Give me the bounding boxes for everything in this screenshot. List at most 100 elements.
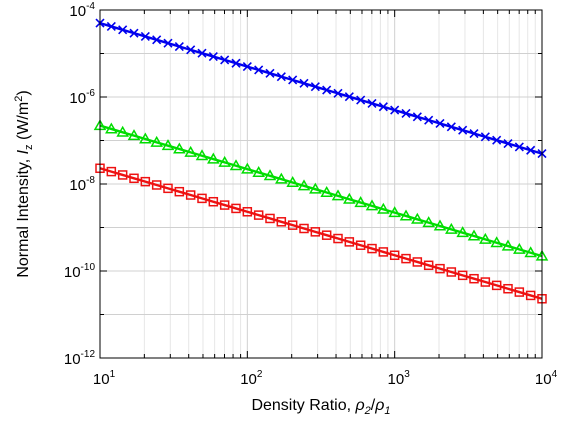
square-marker (480, 277, 491, 287)
square-marker (129, 173, 139, 184)
triangle-marker (388, 206, 401, 218)
triangle-marker (116, 125, 129, 137)
y-tick-labels: 10-12 10-10 10-8 10-6 10-4 (64, 1, 96, 368)
x-axis-label: Density Ratio, ρ2/ρ1 (251, 397, 390, 417)
x-marker (424, 115, 434, 125)
series-3 (95, 163, 547, 304)
x-marker (344, 92, 354, 102)
triangle-marker (445, 222, 458, 234)
x-marker (106, 21, 116, 32)
x-marker (220, 55, 230, 65)
triangle-marker (184, 145, 197, 157)
square-marker (389, 250, 400, 261)
x-marker (356, 95, 366, 105)
x-marker (163, 38, 173, 48)
square-marker (412, 257, 423, 267)
x-marker (288, 75, 298, 85)
square-marker (106, 166, 117, 177)
triangle-marker (309, 182, 322, 194)
triangle-marker (399, 209, 413, 221)
square-marker (503, 283, 513, 294)
triangle-marker (127, 129, 141, 141)
square-marker (378, 247, 389, 257)
x-marker (322, 85, 332, 95)
triangle-marker (411, 212, 424, 224)
x-tick-label: 102 (240, 369, 263, 388)
y-axis-label: Normal Intensity, Iz (W/m2) (13, 90, 35, 277)
square-marker (514, 287, 525, 297)
square-marker (253, 210, 264, 220)
x-marker (129, 28, 139, 38)
series-line (99, 167, 543, 300)
square-marker (525, 290, 536, 301)
triangle-marker (241, 162, 254, 174)
square-marker (208, 196, 219, 207)
triangle-marker (501, 239, 515, 251)
square-marker (299, 223, 309, 234)
series-line (99, 21, 543, 155)
triangle-marker (150, 135, 163, 147)
square-marker (276, 217, 287, 227)
triangle-marker (365, 199, 379, 211)
series-layer (93, 18, 549, 304)
triangle-marker (513, 242, 526, 254)
series-1 (95, 18, 547, 159)
triangle-marker (195, 149, 209, 161)
triangle-marker (173, 142, 186, 154)
triangle-marker (297, 179, 311, 191)
square-marker (197, 193, 207, 204)
triangle-marker (139, 132, 152, 144)
square-marker (163, 183, 173, 194)
square-marker (344, 237, 355, 247)
triangle-marker (343, 192, 356, 204)
triangle-marker (479, 232, 492, 244)
triangle-marker (490, 236, 503, 248)
triangle-marker (275, 172, 288, 184)
square-marker (457, 270, 468, 281)
triangle-marker (331, 189, 345, 201)
series-line (99, 124, 543, 258)
x-marker (276, 72, 286, 82)
series-2 (93, 119, 549, 261)
triangle-marker (354, 196, 367, 208)
triangle-marker (456, 226, 469, 238)
y-tick-label: 10-12 (64, 349, 96, 368)
x-marker (174, 41, 184, 52)
square-marker (310, 227, 321, 237)
x-tick-label: 104 (535, 369, 558, 388)
triangle-marker (433, 219, 447, 231)
x-marker (242, 62, 252, 72)
triangle-marker (218, 155, 231, 167)
triangle-marker (467, 229, 481, 241)
square-marker (219, 200, 230, 210)
triangle-marker (252, 165, 265, 177)
triangle-marker (105, 122, 118, 134)
square-marker (185, 190, 196, 200)
square-marker (401, 253, 411, 264)
x-marker (197, 48, 207, 58)
x-marker (208, 51, 218, 62)
x-marker (378, 102, 388, 112)
x-marker (118, 25, 128, 35)
x-marker (480, 132, 490, 142)
x-marker (514, 142, 524, 152)
triangle-marker (422, 216, 435, 228)
square-marker (435, 263, 445, 274)
x-marker (526, 145, 536, 155)
x-marker (265, 68, 275, 78)
triangle-marker (320, 186, 333, 198)
axes-box (99, 9, 543, 359)
square-marker (333, 233, 343, 244)
square-marker (140, 176, 151, 187)
x-marker (186, 45, 196, 55)
triangle-marker (263, 169, 277, 181)
x-marker (469, 128, 479, 139)
x-marker (412, 112, 422, 122)
x-marker (390, 105, 400, 115)
y-tick-label: 10-10 (64, 262, 96, 281)
x-marker (446, 122, 456, 132)
triangle-marker (207, 152, 220, 164)
x-marker (367, 98, 377, 108)
x-marker (401, 108, 411, 119)
